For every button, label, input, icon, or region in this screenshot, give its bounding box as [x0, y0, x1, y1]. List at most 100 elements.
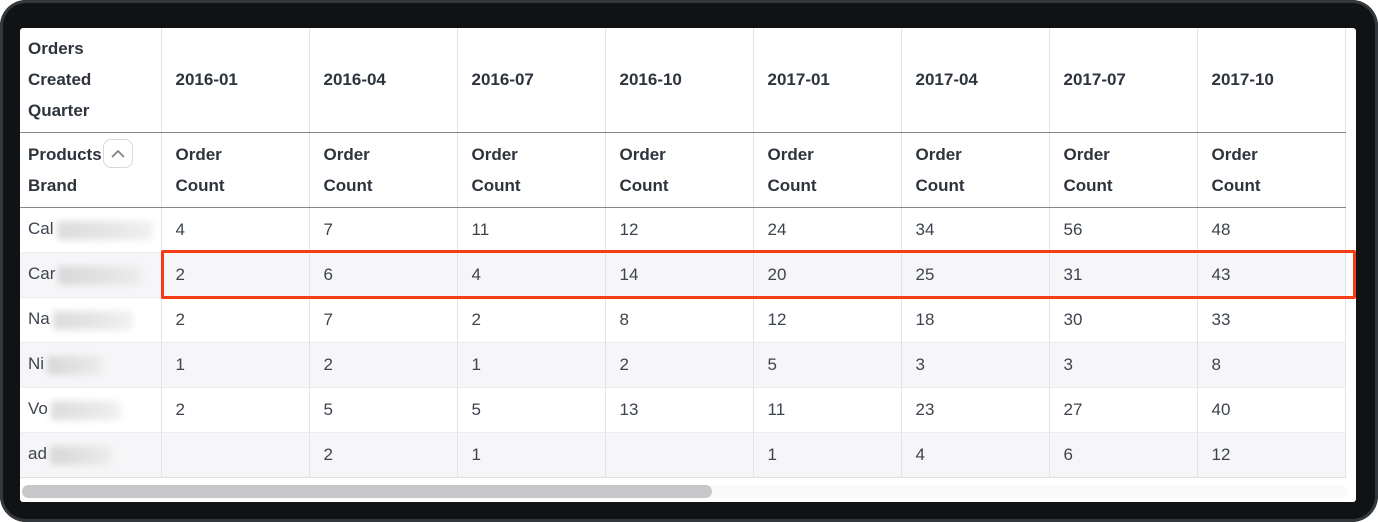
row-label-cell[interactable]: Cal: [20, 207, 162, 252]
column-header[interactable]: 2017-04: [901, 28, 1050, 133]
corner-header: Orders Created Quarter: [20, 28, 162, 133]
value-cell[interactable]: 5: [753, 342, 902, 387]
value-cell[interactable]: 12: [1197, 432, 1346, 477]
value-cell[interactable]: 6: [309, 252, 458, 297]
quarter-header-row: Orders Created Quarter 2016-01 2016-04 201…: [20, 28, 1346, 133]
column-header[interactable]: 2016-01: [161, 28, 310, 133]
value-cell[interactable]: 40: [1197, 387, 1346, 432]
measure-header[interactable]: Order Count: [605, 132, 754, 208]
value-cell[interactable]: 11: [753, 387, 902, 432]
table-scroll-area: Orders Created Quarter 2016-01 2016-04 201…: [20, 28, 1356, 478]
brand-prefix-label: Vo: [28, 399, 48, 419]
column-header[interactable]: 2016-10: [605, 28, 754, 133]
value-cell[interactable]: 25: [901, 252, 1050, 297]
value-cell[interactable]: 23: [901, 387, 1050, 432]
sort-ascending-button[interactable]: [102, 138, 133, 168]
column-header[interactable]: 2016-07: [457, 28, 606, 133]
table-row: Vo 2 5 5 13 11 23 27 40: [20, 387, 1346, 432]
column-header[interactable]: 2017-01: [753, 28, 902, 133]
value-cell[interactable]: 2: [309, 342, 458, 387]
value-cell[interactable]: 2: [161, 297, 310, 342]
value-cell[interactable]: 33: [1197, 297, 1346, 342]
value-cell[interactable]: 8: [605, 297, 754, 342]
row-label-cell[interactable]: Ni: [20, 342, 162, 387]
corner-header-label: Orders Created Quarter: [28, 39, 92, 121]
table-row: ad 2 1 1 4 6 12: [20, 432, 1346, 477]
row-dimension-line1: Products: [28, 144, 102, 164]
row-dimension-header: Products Brand: [20, 132, 162, 208]
blurred-brand-name: [58, 265, 143, 285]
pivot-table: Orders Created Quarter 2016-01 2016-04 201…: [20, 28, 1346, 478]
brand-prefix-label: Na: [28, 309, 50, 329]
value-cell[interactable]: 7: [309, 297, 458, 342]
value-cell[interactable]: 1: [457, 432, 606, 477]
value-cell[interactable]: 43: [1197, 252, 1346, 297]
value-cell[interactable]: 12: [753, 297, 902, 342]
value-cell[interactable]: 1: [161, 342, 310, 387]
measure-header[interactable]: Order Count: [309, 132, 458, 208]
horizontal-scrollbar-track[interactable]: [22, 485, 1348, 498]
blurred-brand-name: [49, 445, 112, 465]
row-label-cell[interactable]: Vo: [20, 387, 162, 432]
value-cell[interactable]: 4: [457, 252, 606, 297]
value-cell[interactable]: 30: [1049, 297, 1198, 342]
value-cell[interactable]: 18: [901, 297, 1050, 342]
value-cell[interactable]: 1: [753, 432, 902, 477]
value-cell[interactable]: [605, 432, 754, 477]
measure-header[interactable]: Order Count: [753, 132, 902, 208]
measure-header[interactable]: Order Count: [1049, 132, 1198, 208]
value-cell[interactable]: 56: [1049, 207, 1198, 252]
value-cell[interactable]: 7: [309, 207, 458, 252]
value-cell[interactable]: 3: [901, 342, 1050, 387]
value-cell[interactable]: 14: [605, 252, 754, 297]
row-label-cell[interactable]: Car: [20, 252, 162, 297]
measure-header[interactable]: Order Count: [457, 132, 606, 208]
value-cell[interactable]: 12: [605, 207, 754, 252]
row-label-cell[interactable]: ad: [20, 432, 162, 477]
value-cell[interactable]: 3: [1049, 342, 1198, 387]
value-cell[interactable]: 27: [1049, 387, 1198, 432]
column-header[interactable]: 2017-10: [1197, 28, 1346, 133]
value-cell[interactable]: 5: [309, 387, 458, 432]
value-cell[interactable]: 2: [605, 342, 754, 387]
horizontal-scrollbar-thumb[interactable]: [22, 485, 712, 498]
value-cell[interactable]: 2: [161, 252, 310, 297]
value-cell[interactable]: 2: [161, 387, 310, 432]
row-label-cell[interactable]: Na: [20, 297, 162, 342]
value-cell[interactable]: 8: [1197, 342, 1346, 387]
brand-prefix-label: Ni: [28, 354, 45, 374]
value-cell[interactable]: 5: [457, 387, 606, 432]
measure-header[interactable]: Order Count: [161, 132, 310, 208]
value-cell[interactable]: 24: [753, 207, 902, 252]
measure-header-row: Products Brand Order Count Order Count Ord…: [20, 132, 1346, 208]
blurred-brand-name: [56, 220, 153, 240]
value-cell[interactable]: 2: [309, 432, 458, 477]
value-cell[interactable]: 48: [1197, 207, 1346, 252]
blurred-brand-name: [47, 355, 104, 375]
value-cell[interactable]: 11: [457, 207, 606, 252]
table-row: Cal 4 7 11 12 24 34 56 48: [20, 207, 1346, 252]
value-cell[interactable]: 4: [901, 432, 1050, 477]
column-header[interactable]: 2016-04: [309, 28, 458, 133]
column-header[interactable]: 2017-07: [1049, 28, 1198, 133]
value-cell[interactable]: 13: [605, 387, 754, 432]
value-cell[interactable]: 4: [161, 207, 310, 252]
table-row: Na 2 7 2 8 12 18 30 33: [20, 297, 1346, 342]
value-cell[interactable]: 31: [1049, 252, 1198, 297]
brand-prefix-label: Car: [28, 264, 56, 284]
value-cell[interactable]: 1: [457, 342, 606, 387]
value-cell[interactable]: [161, 432, 310, 477]
value-cell[interactable]: 2: [457, 297, 606, 342]
value-cell[interactable]: 6: [1049, 432, 1198, 477]
measure-header[interactable]: Order Count: [1197, 132, 1346, 208]
blurred-brand-name: [52, 310, 133, 330]
measure-header[interactable]: Order Count: [901, 132, 1050, 208]
row-dimension-line2: Brand: [28, 175, 78, 195]
value-cell[interactable]: 20: [753, 252, 902, 297]
table-row: Car 2 6 4 14 20 25 31 43: [20, 252, 1346, 297]
brand-prefix-label: Cal: [28, 219, 54, 239]
blurred-brand-name: [50, 400, 121, 420]
value-cell[interactable]: 34: [901, 207, 1050, 252]
